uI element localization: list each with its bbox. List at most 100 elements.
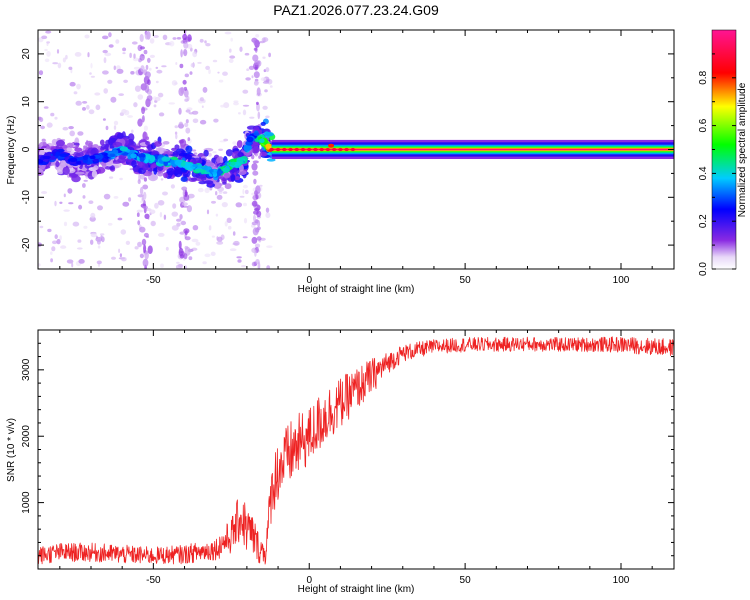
noise-speckle [218, 79, 224, 83]
spectral-blob [162, 141, 170, 145]
spectral-blob [233, 176, 241, 181]
noise-speckle [223, 138, 229, 142]
noise-speckle [204, 253, 211, 258]
noise-speckle [121, 257, 127, 262]
spectral-blob [203, 180, 214, 185]
noise-speckle [102, 35, 109, 40]
noise-streak [255, 194, 259, 200]
noise-speckle [222, 191, 228, 194]
noise-speckle [90, 212, 96, 219]
noise-speckle [224, 31, 232, 35]
noise-speckle [52, 62, 59, 65]
noise-speckle [208, 69, 211, 75]
noise-speckle [137, 209, 141, 213]
noise-speckle [57, 62, 62, 69]
spectral-blob [117, 157, 127, 163]
noise-streak [186, 205, 192, 213]
noise-streak [142, 115, 145, 123]
noise-speckle [118, 93, 124, 96]
spectral-blob [237, 151, 244, 158]
ridge-blob [109, 153, 116, 158]
noise-speckle [187, 193, 195, 199]
noise-speckle [192, 118, 199, 124]
noise-streak [254, 60, 260, 66]
noise-streak [141, 238, 147, 246]
noise-speckle [199, 97, 204, 102]
noise-speckle [249, 116, 255, 119]
noise-streak [147, 79, 151, 86]
noise-speckle [233, 240, 240, 246]
noise-speckle [223, 102, 230, 109]
noise-speckle [82, 183, 86, 188]
y-tick-label: 2000 [21, 425, 32, 448]
noise-speckle [233, 102, 239, 106]
spectral-blob [55, 161, 60, 168]
noise-speckle [242, 109, 247, 116]
noise-speckle [123, 110, 130, 116]
spectral-blob [157, 171, 164, 177]
noise-streak [187, 34, 192, 42]
spectral-blob [213, 181, 222, 189]
noise-streak [251, 261, 256, 267]
carrier-dot [328, 143, 335, 148]
noise-speckle [50, 251, 53, 255]
noise-speckle [46, 122, 53, 128]
carrier-dot [306, 147, 312, 152]
noise-speckle [119, 177, 123, 181]
noise-speckle [191, 149, 197, 152]
noise-speckle [262, 56, 266, 59]
noise-speckle [201, 105, 204, 108]
ridge-blob [246, 136, 254, 143]
spectral-blob [41, 138, 46, 142]
ridge-blob [55, 151, 61, 157]
noise-streak [254, 249, 257, 257]
noise-speckle [169, 40, 175, 47]
ridge-blob [259, 138, 265, 143]
y-tick-label: 3000 [21, 358, 32, 381]
noise-speckle [155, 66, 159, 69]
noise-speckle [128, 197, 132, 202]
noise-speckle [197, 187, 204, 193]
noise-streak [182, 33, 188, 41]
noise-speckle [108, 32, 112, 38]
spectral-blob [223, 172, 231, 179]
noise-speckle [157, 200, 165, 206]
colorbar-ticks: 0.0 0.2 0.4 0.6 0.8 [698, 53, 736, 276]
noise-speckle [97, 245, 101, 249]
ridge-blob [245, 142, 252, 145]
noise-speckle [50, 112, 55, 117]
spectrogram-panel: -50 0 50 100 -20 -10 0 10 20 Height of straight … [6, 29, 675, 295]
ridge-blob [161, 156, 171, 162]
noise-streak [251, 200, 258, 207]
colorbar: 0.0 0.2 0.4 0.6 0.8 Normalized spectral ampl… [698, 29, 748, 276]
noise-speckle [248, 65, 255, 70]
noise-speckle [38, 70, 44, 76]
noise-speckle [160, 178, 164, 181]
noise-speckle [54, 234, 58, 240]
noise-speckle [60, 245, 67, 249]
noise-speckle [165, 246, 169, 251]
noise-speckle [62, 126, 69, 131]
noise-speckle [204, 40, 207, 44]
noise-speckle [102, 70, 109, 75]
noise-speckle [122, 52, 126, 55]
noise-speckle [90, 232, 97, 238]
ridge-blob [119, 146, 129, 152]
noise-speckle [149, 67, 152, 71]
noise-streak [178, 240, 182, 249]
ridge-blob [149, 155, 156, 162]
noise-streak [253, 80, 259, 86]
noise-streak [251, 163, 258, 171]
noise-streak [182, 79, 187, 85]
noise-speckle [44, 48, 48, 52]
ridge-blob [180, 161, 186, 167]
noise-speckle [122, 47, 127, 52]
noise-speckle [131, 41, 138, 45]
noise-speckle [73, 91, 78, 95]
noise-speckle [221, 202, 228, 208]
spectrogram-marks [38, 30, 674, 269]
spectral-blob [180, 176, 188, 182]
noise-streak [180, 86, 185, 94]
noise-speckle [228, 58, 234, 64]
noise-speckle [133, 66, 141, 70]
